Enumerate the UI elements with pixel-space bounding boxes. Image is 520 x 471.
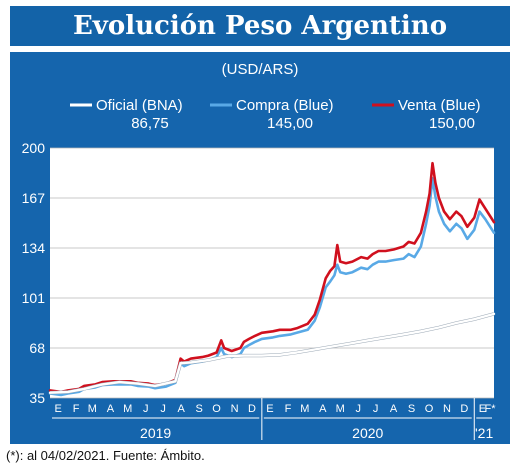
x-tick-label: S <box>408 403 415 415</box>
x-tick-label: O <box>425 403 434 415</box>
x-tick-label: F <box>73 403 80 415</box>
x-tick-label: M <box>123 403 132 415</box>
y-tick-label: 134 <box>22 240 46 256</box>
year-label: 2020 <box>352 425 383 441</box>
legend-item: Oficial (BNA)86,75 <box>70 97 183 132</box>
x-tick-label: E <box>266 403 273 415</box>
x-tick-label: N <box>443 403 451 415</box>
x-tick-label: E <box>479 403 486 415</box>
legend-item: Venta (Blue)150,00 <box>372 97 481 132</box>
legend: Oficial (BNA)86,75 Compra (Blue)145,00 Ven… <box>70 97 481 132</box>
x-tick-label: E <box>54 403 61 415</box>
x-tick-label: A <box>319 403 327 415</box>
chart-panel: (USD/ARS) Oficial (BNA) 86,75 Compra (Blue… <box>10 52 510 444</box>
x-tick-label: J <box>373 403 379 415</box>
x-tick-label: J <box>160 403 166 415</box>
legend-value: 86,75 <box>131 115 169 132</box>
x-tick-label: A <box>177 403 185 415</box>
x-tick-label: S <box>195 403 202 415</box>
x-tick-label: F* <box>485 403 497 415</box>
gridlines <box>50 147 494 399</box>
chart-title: Evolución Peso Argentino <box>10 6 510 46</box>
x-tick-label: N <box>231 403 239 415</box>
y-tick-label: 101 <box>22 290 46 306</box>
x-tick-label: M <box>88 403 97 415</box>
year-label: 2019 <box>140 425 171 441</box>
unit-label: (USD/ARS) <box>222 61 299 78</box>
x-tick-label: J <box>143 403 149 415</box>
x-tick-label: J <box>355 403 361 415</box>
x-tick-label: A <box>390 403 398 415</box>
y-tick-label: 200 <box>22 140 46 156</box>
plot-area <box>50 148 494 398</box>
legend-label: Compra (Blue) <box>236 97 334 114</box>
y-tick-label: 68 <box>29 340 45 356</box>
legend-label: Venta (Blue) <box>398 97 481 114</box>
y-tick-label: 35 <box>29 390 45 406</box>
footnote: (*): al 04/02/2021. Fuente: Ámbito. <box>6 448 205 463</box>
legend-value: 150,00 <box>429 115 475 132</box>
year-label: '21 <box>475 425 493 441</box>
x-tick-label: M <box>300 403 309 415</box>
x-tick-label: O <box>212 403 221 415</box>
series-layer <box>48 161 496 397</box>
series-line-oficial-bna <box>48 312 496 394</box>
x-tick-label: M <box>336 403 345 415</box>
x-tick-label: A <box>107 403 115 415</box>
legend-value: 145,00 <box>267 115 313 132</box>
x-axis: E F M A M J J A S O N D E F M A M J J A S O N D EF*2019 2020'21 <box>52 398 496 441</box>
x-tick-label: D <box>460 403 468 415</box>
legend-label: Oficial (BNA) <box>96 97 183 114</box>
x-tick-label: F <box>285 403 292 415</box>
line-chart: (USD/ARS) Oficial (BNA)86,75 Compra (Blue… <box>22 61 497 441</box>
y-tick-label: 167 <box>22 190 46 206</box>
x-tick-label: D <box>248 403 256 415</box>
legend-item: Compra (Blue)145,00 <box>210 97 334 132</box>
y-axis: 35 68 101 134 167 200 <box>22 140 46 406</box>
